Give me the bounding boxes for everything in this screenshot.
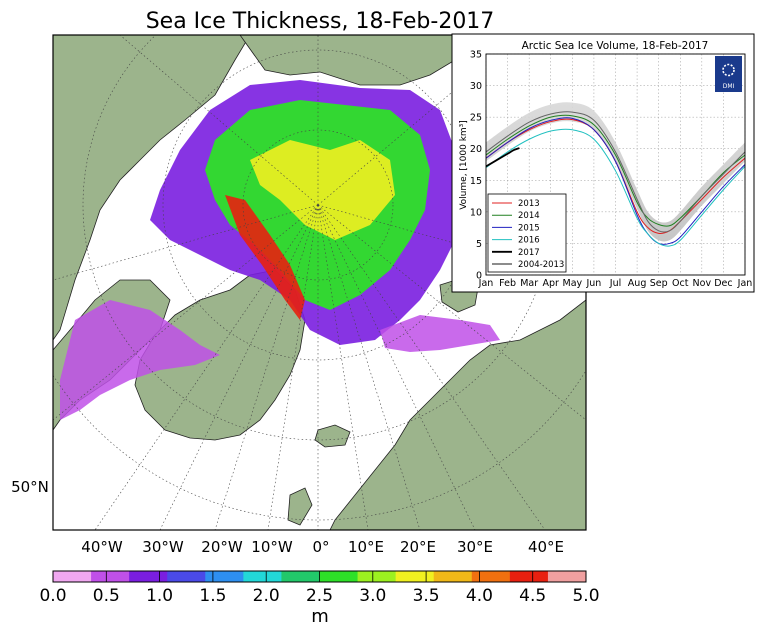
colorbar: 0.0 0.5 1.0 1.5 2.0 2.5 3.0 3.5 4.0 4.5 5.0 m bbox=[39, 570, 600, 627]
x-tick-label: Nov bbox=[693, 278, 712, 289]
colorbar-cell bbox=[281, 571, 320, 582]
colorbar-tick-label: 4.5 bbox=[519, 586, 546, 606]
x-tick-label: Jan bbox=[737, 278, 753, 289]
series-line-2016 bbox=[486, 128, 745, 247]
x-tick-label: Mar bbox=[520, 278, 538, 289]
x-tick-label: Jan bbox=[478, 278, 494, 289]
plot-frame bbox=[485, 53, 746, 276]
ice-thick bbox=[250, 140, 395, 240]
legend-label: 2013 bbox=[518, 199, 540, 209]
colorbar-cell bbox=[53, 571, 92, 582]
lon-label: 20°E bbox=[400, 538, 436, 556]
ice-thin-fringe bbox=[60, 300, 220, 420]
lon-labels: 40°W 30°W 20°W 10°W 0° 10°E 20°E 30°E 40… bbox=[81, 538, 564, 556]
y-tick-label: 20 bbox=[470, 144, 482, 155]
colorbar-cell bbox=[547, 571, 587, 582]
series-line-2015 bbox=[486, 117, 745, 245]
lon-label: 10°E bbox=[348, 538, 384, 556]
colorbar-tick-label: 3.0 bbox=[359, 586, 386, 606]
dmi-logo: DMI bbox=[715, 56, 742, 92]
map-title: Sea Ice Thickness, 18-Feb-2017 bbox=[146, 9, 495, 34]
legend-label: 2004-2013 bbox=[518, 260, 564, 270]
colorbar-tick-label: 2.5 bbox=[306, 586, 333, 606]
lon-label: 10°W bbox=[251, 538, 293, 556]
colorbar-cell bbox=[319, 571, 359, 582]
land-scandinavia bbox=[329, 299, 586, 530]
colorbar-cell bbox=[91, 571, 130, 582]
legend-label: 2017 bbox=[518, 248, 540, 258]
colorbar-cell bbox=[129, 571, 168, 582]
y-tick-label: 0 bbox=[476, 271, 482, 282]
y-axis-label: Volume, [1000 km³] bbox=[459, 120, 469, 210]
x-tick-label: Apr bbox=[543, 278, 560, 289]
lon-label: 40°E bbox=[528, 538, 564, 556]
volume-chart: Arctic Sea Ice Volume, 18-Feb-2017 0 5 10 1… bbox=[451, 33, 755, 293]
lon-label: 0° bbox=[312, 538, 329, 556]
series-line-2017 bbox=[486, 147, 520, 168]
dmi-logo-box bbox=[715, 56, 742, 92]
colorbar-cell bbox=[205, 571, 244, 582]
y-tick-label: 30 bbox=[470, 81, 482, 92]
lon-label: 30°W bbox=[142, 538, 184, 556]
colorbar-cell bbox=[357, 571, 397, 582]
colorbar-cell bbox=[433, 571, 473, 582]
y-tick-label: 35 bbox=[470, 50, 482, 61]
dmi-logo-text: DMI bbox=[723, 83, 735, 90]
y-tick-label: 25 bbox=[470, 113, 482, 124]
colorbar-cell bbox=[471, 571, 511, 582]
legend-label: 2016 bbox=[518, 236, 540, 246]
lon-label: 30°E bbox=[457, 538, 493, 556]
legend-label: 2014 bbox=[518, 211, 540, 221]
colorbar-tick-label: 1.0 bbox=[146, 586, 173, 606]
x-tick-label: Dec bbox=[714, 278, 732, 289]
x-tick-label: Oct bbox=[672, 278, 689, 289]
colorbar-tick-label: 2.0 bbox=[253, 586, 280, 606]
series-line-2004-2013 bbox=[486, 111, 745, 233]
x-tick-label: Jul bbox=[609, 278, 621, 289]
lat-label: 50°N bbox=[11, 478, 49, 496]
x-tick-label: Jun bbox=[585, 278, 601, 289]
colorbar-tick-label: 4.0 bbox=[466, 586, 493, 606]
colorbar-cell bbox=[395, 571, 435, 582]
colorbar-cell bbox=[167, 571, 206, 582]
chart-title: Arctic Sea Ice Volume, 18-Feb-2017 bbox=[522, 40, 709, 52]
colorbar-tick-label: 1.5 bbox=[199, 586, 226, 606]
colorbar-cell bbox=[243, 571, 282, 582]
x-tick-label: Sep bbox=[650, 278, 668, 289]
colorbar-tick-label: 0.0 bbox=[39, 586, 66, 606]
legend-box bbox=[487, 193, 567, 273]
ice-barents-fringe bbox=[380, 315, 500, 352]
series-line-2013 bbox=[486, 118, 745, 234]
x-tick-label: May bbox=[563, 278, 583, 289]
legend: 2013 2014 2015 2016 2017 2004-2013 bbox=[487, 193, 567, 273]
colorbar-tick-label: 5.0 bbox=[572, 586, 599, 606]
x-tick-label: Feb bbox=[499, 278, 516, 289]
y-tick-label: 10 bbox=[470, 207, 482, 218]
y-tick-label: 15 bbox=[470, 176, 482, 187]
colorbar-cell bbox=[509, 571, 549, 582]
ice-very-thick bbox=[225, 195, 305, 320]
lon-label: 40°W bbox=[81, 538, 123, 556]
colorbar-unit: m bbox=[311, 606, 329, 627]
land-uk bbox=[287, 487, 313, 526]
colorbar-tick-label: 0.5 bbox=[93, 586, 120, 606]
legend-label: 2015 bbox=[518, 223, 540, 233]
land-canada bbox=[53, 35, 251, 341]
colorbar-tick-label: 3.5 bbox=[413, 586, 440, 606]
x-tick-label: Aug bbox=[628, 278, 647, 289]
y-tick-label: 5 bbox=[476, 239, 482, 250]
lon-label: 20°W bbox=[201, 538, 243, 556]
